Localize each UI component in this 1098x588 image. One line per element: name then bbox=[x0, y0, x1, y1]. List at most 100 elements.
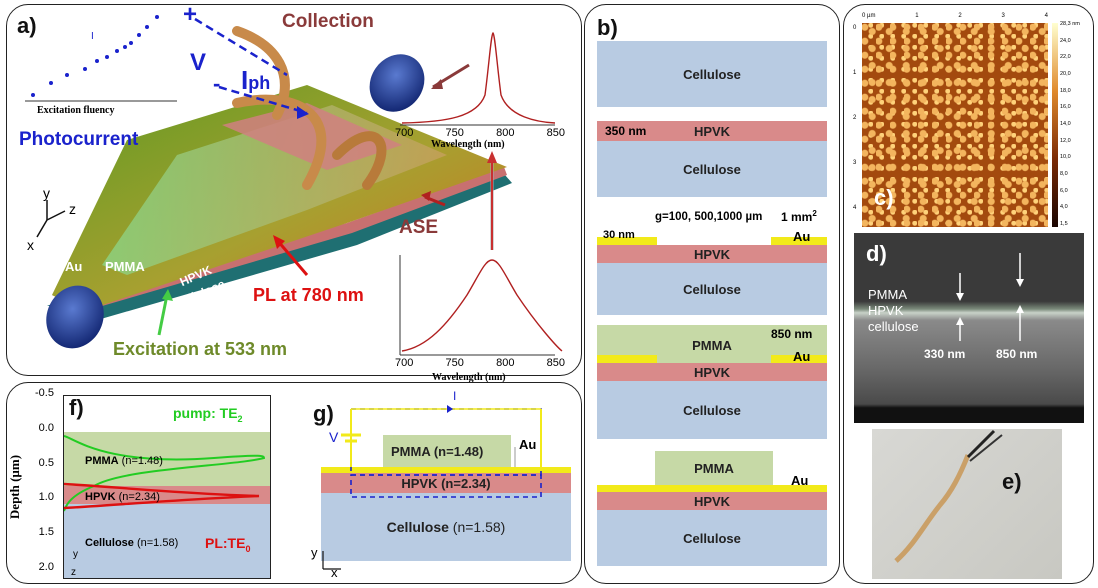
area-sup: 2 bbox=[812, 209, 817, 218]
tick: 700 bbox=[395, 127, 414, 139]
photocurrent-label: Photocurrent bbox=[19, 129, 139, 150]
tick: 1.5 bbox=[38, 526, 54, 539]
tick: 4 bbox=[1044, 13, 1048, 19]
mode-plot-frame bbox=[63, 395, 271, 579]
panel-d-label: d) bbox=[866, 241, 887, 266]
au-label: Au bbox=[65, 259, 83, 274]
tick: 22,0 bbox=[1060, 54, 1071, 61]
area-label: 1 mm2 bbox=[781, 209, 817, 224]
photocurrent-symbol: Iph bbox=[241, 65, 270, 96]
thickness-850: 850 nm bbox=[771, 327, 813, 341]
label: PMMA bbox=[692, 337, 732, 353]
au-layer-5 bbox=[597, 485, 827, 492]
g-voltage-label: V bbox=[329, 429, 339, 445]
label: PMMA (n=1.48) bbox=[391, 443, 484, 459]
sem-pmma: PMMA bbox=[868, 287, 907, 302]
panel-e-label: e) bbox=[1002, 469, 1022, 494]
tick: 850 bbox=[546, 127, 565, 139]
hpvk-layer-4: HPVK bbox=[597, 363, 827, 381]
au-right-4 bbox=[771, 355, 827, 363]
tick: 800 bbox=[496, 127, 515, 139]
label: PMMA bbox=[694, 460, 734, 476]
hpvk-layer-5: HPVK bbox=[597, 492, 827, 510]
label: HPVK bbox=[693, 246, 731, 262]
tick: 0.0 bbox=[38, 421, 54, 434]
spectrum-top-xlabel: Wavelength (nm) bbox=[431, 139, 505, 150]
tick: 1 bbox=[915, 13, 919, 19]
f-cellulose-label: Cellulose (n=1.58) bbox=[85, 537, 178, 549]
g-cellulose-layer: Cellulose (n=1.58) bbox=[321, 493, 571, 561]
tick: 3 bbox=[853, 160, 857, 166]
tick: -0.5 bbox=[35, 387, 54, 399]
tick: 0.5 bbox=[38, 456, 54, 469]
voltage-label: V bbox=[190, 49, 207, 76]
pl-main: PL:TE bbox=[205, 535, 246, 551]
label: Cellulose bbox=[683, 161, 741, 177]
au-label-4: Au bbox=[793, 349, 811, 364]
tick: 2 bbox=[853, 115, 857, 121]
thickness-30: 30 nm bbox=[603, 229, 635, 241]
tick: 2 bbox=[958, 13, 962, 19]
label: Cellulose bbox=[683, 281, 741, 297]
label: Cellulose bbox=[683, 402, 741, 418]
afm-scale-ticks: 28,3 nm 24,0 22,0 20,0 18,0 16,0 14,0 12… bbox=[1060, 21, 1080, 227]
f-hpvk-n: (n=2.34) bbox=[118, 491, 160, 503]
g-cellulose-n: (n=1.58) bbox=[452, 519, 506, 535]
inset-current-label: I bbox=[91, 31, 94, 42]
panel-c-label: c) bbox=[874, 185, 894, 210]
tick: 800 bbox=[496, 357, 515, 369]
tick: 1,5 bbox=[1060, 220, 1068, 227]
au-label-3: Au bbox=[793, 229, 811, 244]
minus-sign: - bbox=[213, 71, 221, 96]
f-yticks: -0.5 0.0 0.5 1.0 1.5 2.0 bbox=[35, 387, 54, 573]
pump-main: pump: TE bbox=[173, 405, 238, 421]
label: Cellulose bbox=[683, 530, 741, 546]
pmma-layer-5: PMMA bbox=[655, 451, 773, 485]
tick: 28,3 nm bbox=[1060, 21, 1080, 27]
tick: 8,0 bbox=[1060, 170, 1068, 177]
g-current-label: I bbox=[453, 389, 457, 403]
afm-image bbox=[862, 23, 1048, 227]
tick: 14,0 bbox=[1060, 120, 1071, 127]
panel-b-label: b) bbox=[597, 15, 618, 40]
iph-sub: ph bbox=[248, 73, 271, 93]
hpvk-layer-2: HPVK bbox=[597, 121, 827, 141]
tick: 1 bbox=[853, 70, 857, 76]
pl-sub: 0 bbox=[245, 543, 251, 554]
tick: 0 bbox=[853, 25, 857, 31]
excitation-arrow bbox=[157, 294, 169, 336]
cellulose-layer-2: Cellulose bbox=[597, 141, 827, 197]
cellulose-layer-3: Cellulose bbox=[597, 263, 827, 315]
tick: 16,0 bbox=[1060, 104, 1071, 111]
tick: 750 bbox=[445, 127, 464, 139]
tick: 700 bbox=[395, 357, 414, 369]
au-left-3 bbox=[597, 237, 657, 245]
g-au-label: Au bbox=[519, 437, 537, 452]
axis-y: y bbox=[43, 185, 50, 201]
g-au-layer bbox=[321, 467, 571, 473]
cellulose-layer-4: Cellulose bbox=[597, 381, 827, 439]
panel-b: b) Cellulose HPVK Cellulose 350 nm g=100… bbox=[584, 4, 840, 584]
label: HPVK bbox=[693, 493, 731, 509]
afm-left-ticks: 0 1 2 3 4 bbox=[853, 25, 856, 211]
hpvk-block bbox=[222, 103, 402, 170]
spectrum-top-ticks: 700 750 800 850 bbox=[395, 127, 565, 139]
axis-x: x bbox=[27, 237, 34, 253]
gap-label: g=100, 500,1000 µm bbox=[655, 211, 763, 223]
tick: 750 bbox=[445, 357, 464, 369]
pl-mode-label: PL:TE0 bbox=[205, 535, 250, 554]
spectrum-bottom-ticks: 700 750 800 850 bbox=[395, 357, 565, 369]
objective-cone-bottom bbox=[46, 285, 104, 349]
au-label-5: Au bbox=[791, 473, 809, 488]
au-left-4 bbox=[597, 355, 657, 363]
mode-profiles bbox=[64, 435, 266, 512]
tick: 18,0 bbox=[1060, 87, 1071, 94]
label: HPVK bbox=[693, 364, 731, 380]
collection-label: Collection bbox=[282, 11, 374, 32]
photocurrent-scatter bbox=[31, 15, 159, 97]
g-axes bbox=[322, 551, 341, 570]
plus-sign: + bbox=[183, 4, 198, 28]
spectrum-top bbox=[400, 32, 556, 126]
f-cellulose-name: Cellulose bbox=[85, 537, 134, 549]
pl-arrow bbox=[275, 239, 309, 276]
